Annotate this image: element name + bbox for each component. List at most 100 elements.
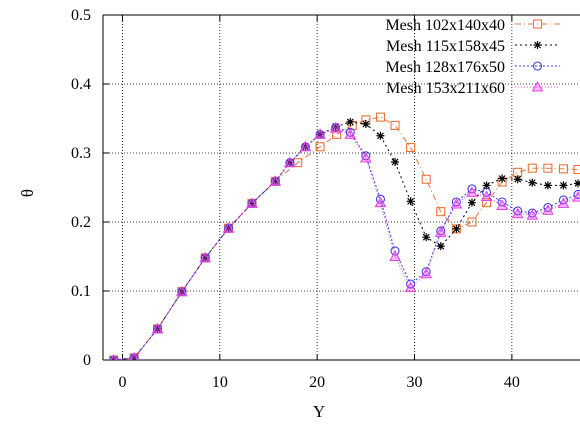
data-point — [466, 186, 478, 197]
data-point — [513, 175, 522, 184]
legend-label: Mesh 128x176x50 — [385, 59, 505, 76]
data-point — [151, 322, 164, 334]
x-tick-label: 30 — [407, 374, 423, 391]
plot-area — [109, 112, 580, 360]
data-point — [110, 353, 118, 360]
data-point — [406, 142, 416, 153]
x-tick-label: 40 — [504, 374, 520, 391]
data-point — [528, 178, 537, 187]
data-point — [391, 157, 400, 166]
data-point — [361, 120, 370, 129]
data-point — [359, 151, 372, 163]
series-1 — [109, 112, 580, 360]
data-point — [329, 122, 342, 133]
data-point — [299, 140, 312, 152]
legend-label: Mesh 153x211x60 — [386, 80, 505, 97]
data-point — [285, 158, 294, 167]
data-point — [434, 226, 447, 237]
grid-lines — [103, 15, 580, 360]
series-line — [113, 121, 579, 360]
data-point — [344, 128, 357, 139]
legend-marker — [531, 80, 544, 92]
legend-label: Mesh 115x158x45 — [386, 38, 505, 55]
data-point — [573, 189, 580, 199]
data-point — [526, 209, 539, 220]
x-tick-label: 20 — [309, 374, 325, 391]
data-point — [374, 196, 387, 208]
data-point — [421, 174, 431, 184]
legend-marker — [533, 41, 542, 49]
data-point — [222, 222, 235, 233]
x-tick-label: 0 — [118, 374, 126, 391]
data-point — [404, 281, 417, 293]
data-point — [467, 217, 477, 227]
data-point — [420, 267, 433, 279]
data-point — [452, 224, 461, 233]
data-point — [513, 206, 523, 216]
data-point — [467, 198, 476, 207]
y-axis-label: θ — [18, 189, 37, 197]
legend: Mesh 102x140x40 Mesh 115x158x45 Mesh 128x1… — [385, 17, 560, 97]
x-tick-label: 10 — [212, 374, 228, 391]
data-point — [314, 128, 326, 139]
data-point — [573, 165, 580, 175]
data-point — [421, 267, 431, 277]
data-point — [129, 351, 139, 360]
data-point — [332, 129, 342, 139]
data-point — [542, 204, 554, 215]
data-point — [572, 191, 580, 202]
data-point — [513, 167, 523, 177]
y-tick-label: 0.4 — [71, 76, 91, 93]
data-point — [527, 208, 537, 218]
data-point — [315, 142, 325, 152]
data-point — [176, 285, 188, 297]
data-point — [269, 175, 282, 186]
data-point — [361, 151, 371, 161]
data-point — [389, 250, 401, 261]
legend-item: Mesh 153x211x60 — [386, 80, 560, 97]
legend-marker — [532, 19, 543, 29]
series-line — [113, 127, 579, 360]
data-point — [246, 197, 258, 208]
legend-marker — [532, 61, 543, 71]
data-point — [527, 163, 537, 173]
data-point — [558, 164, 569, 174]
x-axis-label: Y — [313, 402, 325, 421]
data-point — [543, 163, 553, 173]
series-line — [113, 116, 580, 360]
data-point — [201, 253, 210, 262]
y-tick-label: 0.1 — [71, 283, 91, 300]
data-point — [271, 177, 280, 186]
data-point — [511, 207, 524, 219]
legend-item: Mesh 115x158x45 — [386, 38, 560, 55]
y-tick-label: 0.5 — [71, 7, 91, 24]
data-point — [406, 197, 415, 206]
data-point — [247, 199, 256, 208]
y-tick-label: 0 — [83, 352, 91, 369]
axis-ticks: 0 10 20 30 40 0 0.1 0.2 0.3 0.4 0.5 — [71, 7, 520, 391]
data-point — [559, 181, 568, 190]
series-4 — [110, 122, 580, 360]
data-point — [480, 190, 493, 201]
data-point — [345, 127, 355, 137]
data-point — [199, 251, 212, 263]
data-point — [451, 197, 461, 207]
legend-item: Mesh 102x140x40 — [385, 17, 560, 34]
legend-label: Mesh 102x140x40 — [385, 17, 505, 34]
data-point — [497, 197, 507, 207]
plot-frame — [102, 14, 580, 361]
data-point — [331, 122, 340, 131]
data-point — [557, 197, 570, 208]
data-point — [284, 156, 296, 168]
data-point — [375, 112, 385, 122]
y-tick-label: 0.2 — [71, 214, 91, 231]
data-point — [436, 207, 446, 217]
series-line — [113, 126, 579, 360]
data-point — [543, 202, 553, 213]
data-point — [346, 117, 355, 126]
data-point — [481, 198, 492, 208]
data-point — [543, 181, 552, 190]
data-point — [376, 131, 385, 140]
